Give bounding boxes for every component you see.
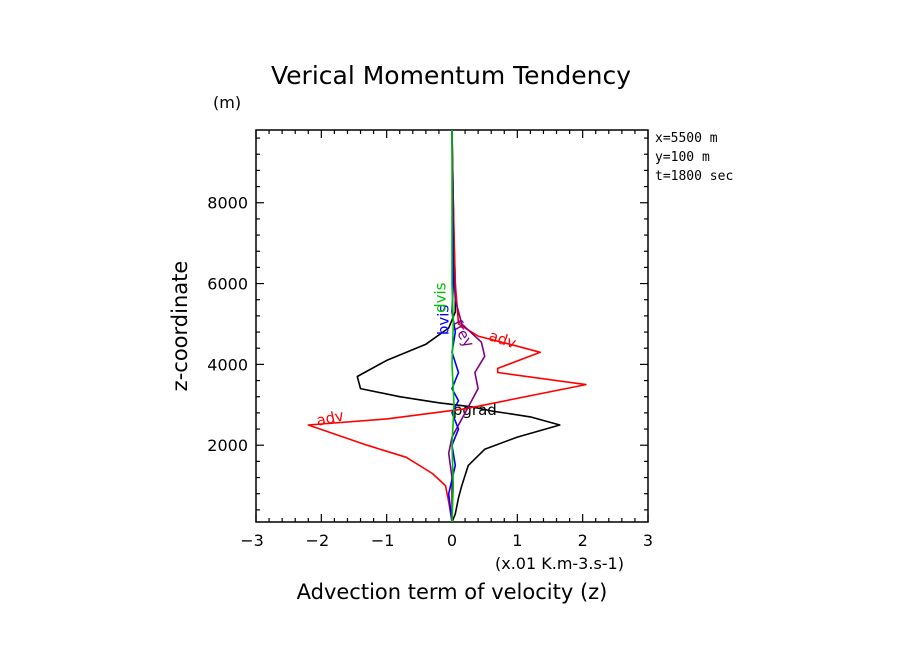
chart-title: Verical Momentum Tendency [271,61,631,90]
series-label-dvis: dvis [431,282,449,313]
series-label-adv: adv [487,327,519,353]
info-line-t: t=1800 sec [655,169,733,184]
x-axis-label: Advection term of velocity (z) [297,580,608,604]
series-label-adv: adv [315,406,346,429]
y-tick-label: 2000 [207,436,248,455]
x-unit-label: (x.01 K.m-3.s-1) [495,554,624,573]
series-label-bvis: bvis [435,305,453,336]
x-tick-label: 0 [447,531,457,550]
x-tick-label: 3 [643,531,653,550]
axis-ticks: −3 −2 −1 0 1 2 3 2000 4000 6000 8000 [207,130,653,550]
x-tick-label: −2 [306,531,330,550]
x-tick-label: 2 [578,531,588,550]
info-line-x: x=5500 m [655,131,718,146]
y-axis-label: z-coordinate [168,261,192,392]
info-line-y: y=100 m [655,150,710,165]
y-tick-label: 4000 [207,355,248,374]
x-tick-label: 1 [512,531,522,550]
series-line-dvis [451,130,455,523]
y-tick-label: 6000 [207,275,248,294]
x-tick-label: −3 [240,531,264,550]
series-line-adv [307,129,587,523]
x-tick-label: −1 [371,531,395,550]
series-line-frey [447,129,486,522]
y-tick-label: 8000 [207,194,248,213]
y-unit-label: (m) [213,93,241,112]
